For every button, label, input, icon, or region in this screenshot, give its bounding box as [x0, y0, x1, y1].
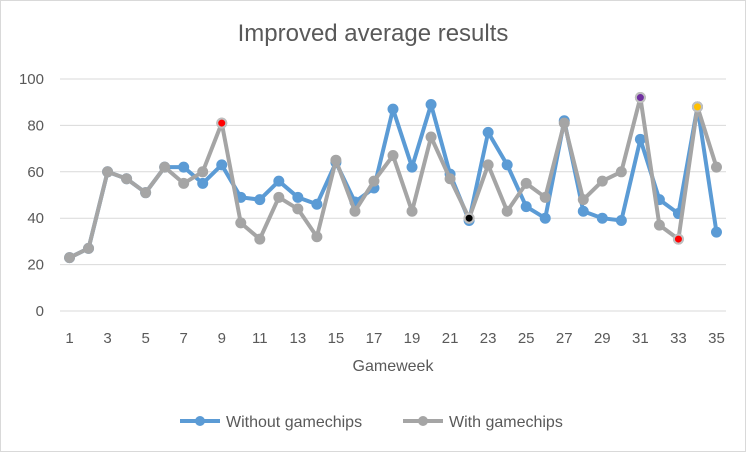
- data-point: [311, 231, 323, 243]
- legend-label: Without gamechips: [226, 414, 362, 431]
- x-tick-label: 7: [180, 330, 188, 347]
- x-tick-label: 35: [708, 330, 725, 347]
- legend-marker: [195, 416, 205, 426]
- x-tick-label: 25: [518, 330, 535, 347]
- y-tick-label: 60: [27, 164, 44, 181]
- x-tick-label: 33: [670, 330, 687, 347]
- data-point: [501, 205, 513, 217]
- data-point: [539, 191, 551, 203]
- highlighted-point: [672, 233, 684, 245]
- data-point: [406, 205, 418, 217]
- data-point: [102, 166, 114, 178]
- x-axis-title: Gameweek: [353, 358, 435, 375]
- x-tick-label: 9: [218, 330, 226, 347]
- y-tick-label: 80: [27, 117, 44, 134]
- x-tick-label: 17: [366, 330, 383, 347]
- x-tick-label: 11: [252, 330, 268, 347]
- data-point: [387, 150, 399, 162]
- y-tick-label: 20: [27, 257, 44, 274]
- data-point: [406, 161, 418, 173]
- data-point: [501, 159, 513, 171]
- series-line-1: [68, 102, 719, 260]
- data-point: [482, 126, 494, 138]
- data-point: [64, 252, 76, 264]
- data-point: [311, 198, 323, 210]
- legend-label: With gamechips: [449, 414, 563, 431]
- chart-title: Improved average results: [237, 20, 509, 47]
- data-point: [425, 99, 437, 111]
- x-tick-label: 15: [328, 330, 345, 347]
- highlighted-point: [634, 92, 646, 104]
- y-tick-label: 40: [27, 210, 44, 227]
- x-tick-label: 23: [480, 330, 497, 347]
- data-point: [482, 159, 494, 171]
- y-tick-label: 100: [19, 71, 44, 88]
- highlighted-point: [463, 212, 475, 224]
- x-tick-label: 31: [632, 330, 649, 347]
- x-tick-label: 3: [103, 330, 111, 347]
- data-point: [178, 177, 190, 189]
- data-point: [368, 175, 380, 187]
- data-point: [387, 103, 399, 115]
- x-tick-label: 13: [290, 330, 307, 347]
- data-point: [159, 161, 171, 173]
- data-point: [615, 215, 627, 227]
- legend-marker: [418, 416, 428, 426]
- data-point: [121, 173, 133, 185]
- data-point: [349, 205, 361, 217]
- data-point: [577, 194, 589, 206]
- data-point: [539, 212, 551, 224]
- highlighted-point: [691, 101, 703, 113]
- data-point: [197, 177, 209, 189]
- data-point: [710, 161, 722, 173]
- data-point: [83, 242, 95, 254]
- x-tick-label: 27: [556, 330, 573, 347]
- x-tick-label: 19: [404, 330, 421, 347]
- data-point: [292, 191, 304, 203]
- data-point: [273, 191, 285, 203]
- x-tick-label: 21: [442, 330, 459, 347]
- data-point: [577, 205, 589, 217]
- data-point: [140, 187, 152, 199]
- data-point: [254, 233, 266, 245]
- data-point: [520, 201, 532, 213]
- data-point: [425, 131, 437, 143]
- data-point: [273, 175, 285, 187]
- highlighted-point: [216, 117, 228, 129]
- data-point: [653, 219, 665, 231]
- y-tick-label: 0: [36, 303, 44, 320]
- data-point: [596, 175, 608, 187]
- data-point: [178, 161, 190, 173]
- data-point: [216, 159, 228, 171]
- data-point: [596, 212, 608, 224]
- data-point: [634, 133, 646, 145]
- data-point: [254, 194, 266, 206]
- data-point: [520, 177, 532, 189]
- data-point: [444, 173, 456, 185]
- data-point: [235, 217, 247, 229]
- data-point: [615, 166, 627, 178]
- x-tick-label: 1: [65, 330, 73, 347]
- data-point: [558, 117, 570, 129]
- series-line-2: [68, 95, 719, 260]
- data-point: [330, 154, 342, 166]
- data-point: [710, 226, 722, 238]
- x-tick-label: 29: [594, 330, 611, 347]
- data-point: [292, 203, 304, 215]
- x-tick-label: 5: [141, 330, 149, 347]
- data-point: [197, 166, 209, 178]
